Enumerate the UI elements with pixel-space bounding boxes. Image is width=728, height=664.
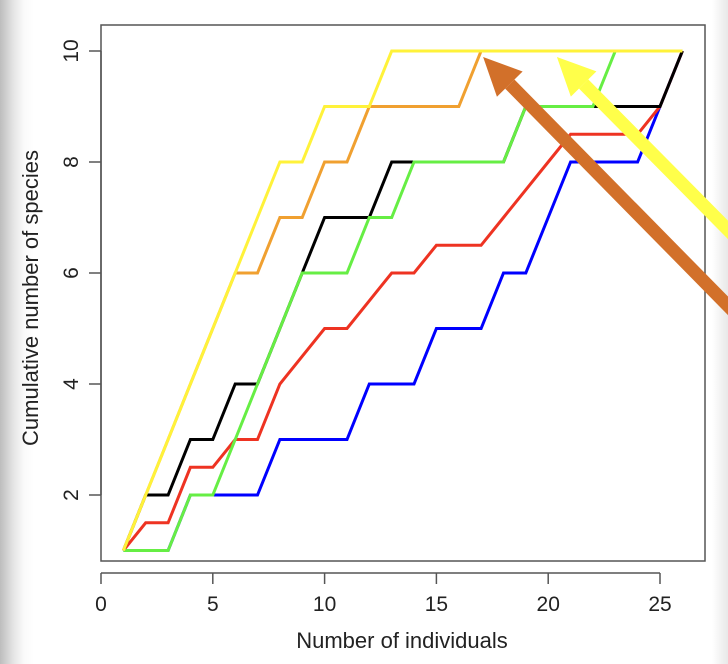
x-tick-label: 15: [425, 593, 448, 616]
x-tick-label: 0: [95, 593, 107, 616]
x-tick-label: 20: [537, 593, 560, 616]
series-line-4: [123, 49, 683, 552]
annotation-arrows: [483, 57, 728, 316]
y-tick-label: 6: [60, 267, 83, 279]
annotation-arrow-head: [556, 57, 597, 97]
series-line-2: [122, 50, 684, 552]
y-tick-label: 8: [60, 156, 83, 168]
plot-box: [100, 24, 706, 562]
x-tick-label: 5: [207, 593, 219, 616]
y-tick-label: 10: [60, 39, 83, 62]
y-tick-label: 4: [60, 378, 83, 390]
annotation-arrow-shaft: [579, 79, 728, 240]
x-axis: 0 5 10 15 20 25: [95, 572, 672, 616]
y-tick-label: 2: [60, 489, 83, 501]
y-axis-label: Cumulative number of species: [18, 150, 43, 446]
x-axis-label: Number of individuals: [296, 628, 508, 653]
x-tick-label: 10: [313, 593, 336, 616]
annotation-arrow-head: [483, 57, 523, 97]
x-tick-label: 25: [648, 593, 671, 616]
series-line-6: [122, 49, 683, 552]
y-axis: 2 4 6 8 10: [60, 39, 102, 501]
annotation-arrow-shaft: [505, 79, 728, 316]
